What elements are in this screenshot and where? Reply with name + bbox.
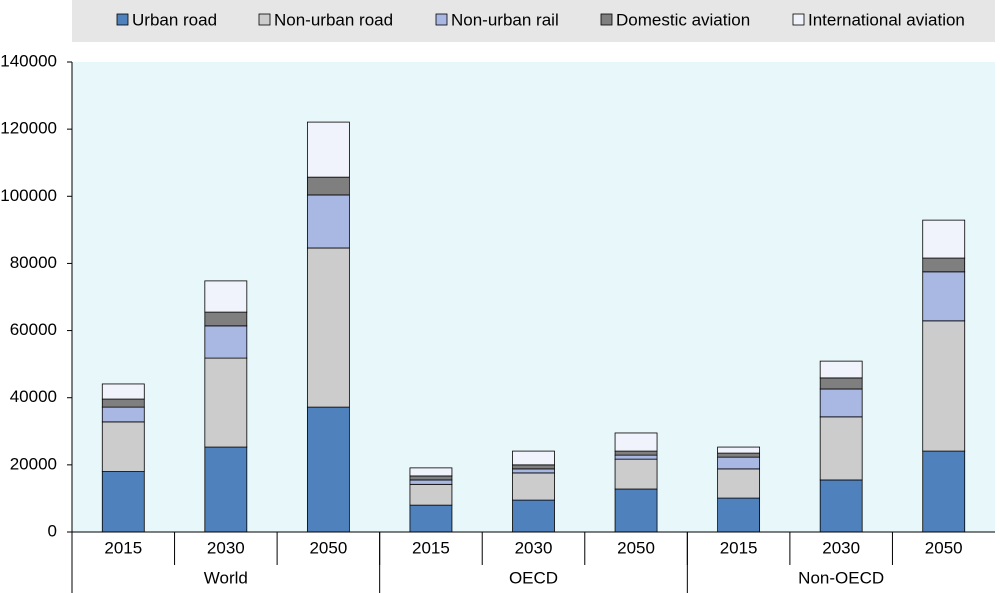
x-tick-label: 2015	[720, 538, 758, 557]
bar-segment	[512, 450, 555, 466]
bar-segment	[512, 472, 555, 501]
legend-swatch	[600, 13, 613, 26]
bar-segment	[819, 360, 863, 379]
legend-label: Non-urban road	[274, 10, 393, 29]
bar-segment	[819, 388, 863, 418]
legend-swatch	[435, 13, 448, 26]
legend-box	[72, 0, 995, 42]
legend-label: Domestic aviation	[616, 10, 750, 29]
bar-segment	[409, 504, 453, 533]
bar-segment	[717, 497, 761, 533]
bar-segment	[614, 458, 658, 490]
legend-label: Urban road	[132, 10, 217, 29]
bar-segment	[922, 271, 966, 322]
legend-swatch	[792, 13, 805, 26]
group-label: OECD	[509, 568, 558, 587]
bar-segment	[922, 257, 966, 273]
x-tick-label: 2030	[822, 538, 860, 557]
bar-segment	[101, 421, 145, 472]
bar-segment	[512, 464, 555, 470]
bar-segment	[204, 280, 248, 313]
y-tick-label: 100000	[0, 186, 57, 205]
bar-segment	[204, 357, 248, 448]
bar-segment	[819, 377, 863, 390]
bar-segment	[717, 468, 761, 499]
bar-segment	[204, 325, 248, 359]
bar-segment	[306, 406, 350, 533]
bar-segment	[512, 468, 555, 474]
y-tick-label: 60000	[10, 320, 57, 339]
bar-segment	[306, 176, 350, 196]
x-tick-label: 2015	[412, 538, 450, 557]
legend-label: Non-urban rail	[451, 10, 559, 29]
bar-segment	[306, 121, 350, 178]
legend-swatch	[258, 13, 271, 26]
x-tick-label: 2015	[104, 538, 142, 557]
bar-segment	[409, 475, 453, 481]
y-tick-label: 20000	[10, 454, 57, 473]
x-tick-label: 2050	[309, 538, 347, 557]
bar-segment	[614, 450, 658, 456]
bar-segment	[922, 450, 966, 533]
x-tick-label: 2030	[207, 538, 245, 557]
x-tick-label: 2050	[617, 538, 655, 557]
x-tick-label: 2030	[515, 538, 553, 557]
legend-label: International aviation	[808, 10, 965, 29]
y-tick-label: 120000	[0, 119, 57, 138]
y-tick-label: 80000	[10, 253, 57, 272]
bar-segment	[409, 483, 453, 506]
bar-segment	[101, 406, 145, 423]
bar-segment	[614, 488, 658, 533]
group-label: Non-OECD	[798, 568, 884, 587]
bar-segment	[409, 479, 453, 485]
bar-segment	[717, 446, 761, 454]
bar-segment	[614, 432, 658, 452]
y-tick-label: 140000	[0, 51, 57, 70]
bar-segment	[717, 452, 761, 458]
x-tick-label: 2050	[925, 538, 963, 557]
legend-swatch	[116, 13, 129, 26]
bar-segment	[101, 398, 145, 408]
bar-segment	[101, 471, 145, 533]
y-tick-label: 0	[48, 521, 57, 540]
bar-segment	[614, 454, 658, 460]
bar-segment	[306, 194, 350, 249]
bar-segment	[819, 416, 863, 481]
y-tick-label: 40000	[10, 387, 57, 406]
bar-segment	[717, 456, 761, 470]
bar-segment	[204, 446, 248, 533]
group-label: World	[204, 568, 248, 587]
bar-segment	[101, 383, 145, 400]
bar-segment	[306, 247, 350, 408]
bar-segment	[922, 320, 966, 452]
bar-segment	[819, 479, 863, 533]
bar-segment	[512, 499, 555, 533]
bar-segment	[922, 219, 966, 259]
bar-segment	[409, 467, 453, 477]
bar-segment	[204, 311, 248, 327]
